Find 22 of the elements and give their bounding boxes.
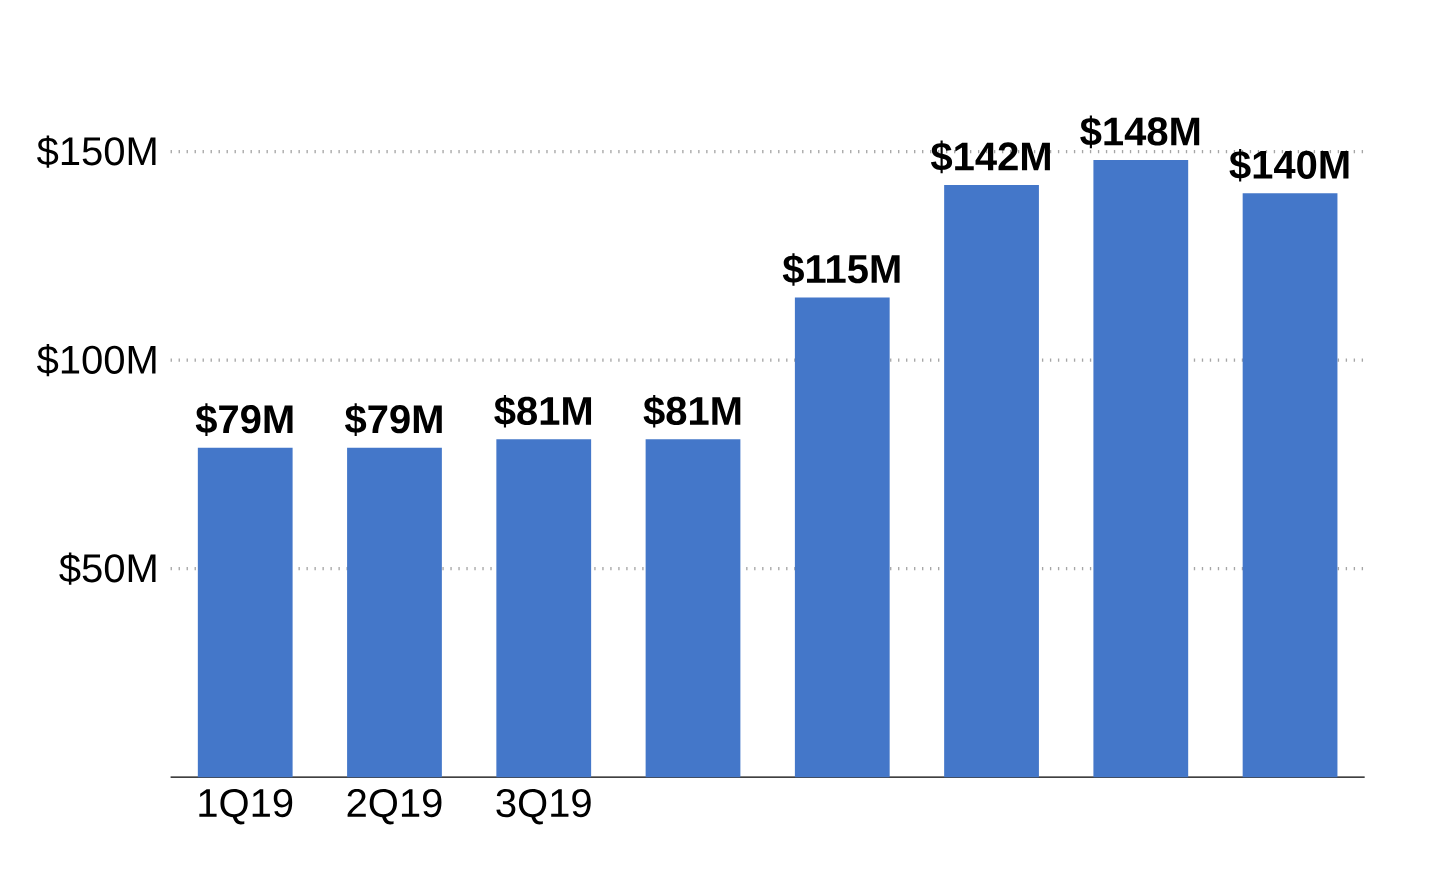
x-tick-label: 2Q19 (347, 788, 442, 825)
data-label: $140M (1229, 148, 1349, 182)
data-label: $148M (1080, 115, 1200, 149)
x-tick-label: 3Q19 (496, 788, 591, 825)
bar (1093, 160, 1189, 778)
y-tick-label: $100M (37, 344, 156, 377)
y-tick-label: $150M (37, 135, 156, 168)
data-label: $81M (643, 395, 741, 428)
data-label: $81M (494, 395, 592, 428)
bar (347, 447, 442, 778)
bar (197, 447, 293, 778)
bar (794, 297, 890, 778)
data-label: $115M (782, 253, 900, 286)
bar (645, 439, 741, 778)
y-tick-label: $50M (59, 552, 156, 585)
bar (944, 185, 1039, 778)
data-label: $79M (345, 403, 442, 437)
bar (496, 439, 592, 778)
x-tick-label: 1Q19 (199, 788, 293, 825)
data-label: $79M (195, 403, 293, 437)
data-label: $142M (930, 140, 1050, 174)
bar (1242, 193, 1338, 778)
